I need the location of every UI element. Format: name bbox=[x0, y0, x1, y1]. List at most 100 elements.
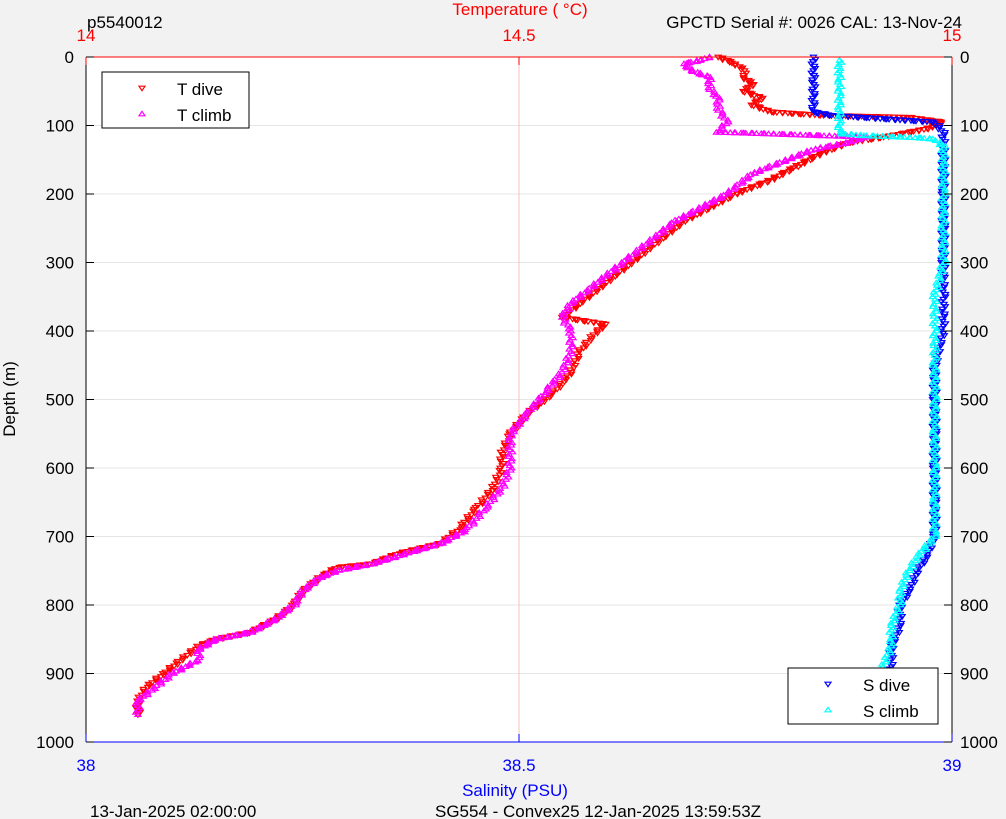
data-point bbox=[628, 246, 655, 265]
data-point bbox=[495, 451, 508, 470]
footer-left-text: 13-Jan-2025 02:00:00 bbox=[90, 802, 256, 819]
data-point bbox=[905, 553, 923, 572]
data-point bbox=[577, 287, 602, 306]
data-point bbox=[886, 601, 905, 626]
data-point bbox=[522, 388, 550, 414]
data-point bbox=[833, 94, 846, 112]
temperature-tick-label: 14 bbox=[77, 26, 96, 45]
y-tick-label-left: 600 bbox=[46, 459, 74, 478]
data-point bbox=[859, 131, 920, 141]
data-point bbox=[786, 145, 820, 162]
data-point bbox=[557, 313, 575, 332]
salinity-tick-label: 38.5 bbox=[502, 756, 535, 775]
data-point bbox=[508, 409, 532, 435]
data-point bbox=[168, 656, 203, 675]
data-point bbox=[655, 217, 681, 236]
y-tick-label-left: 100 bbox=[46, 117, 74, 136]
data-point bbox=[471, 486, 499, 512]
data-point bbox=[679, 60, 697, 72]
data-point bbox=[133, 710, 143, 717]
data-point bbox=[914, 532, 941, 558]
data-point bbox=[682, 56, 705, 66]
label-layer: p5540012 GPCTD Serial #: 0026 CAL: 13-No… bbox=[0, 0, 962, 819]
data-point bbox=[730, 61, 747, 74]
data-point bbox=[893, 587, 907, 606]
legend-box bbox=[101, 71, 250, 129]
data-point bbox=[670, 203, 705, 223]
data-point bbox=[291, 587, 307, 606]
data-point bbox=[437, 525, 470, 545]
data-point bbox=[593, 321, 610, 334]
data-point bbox=[543, 368, 567, 394]
y-tick-label-right: 300 bbox=[960, 254, 988, 273]
legend-box bbox=[787, 667, 939, 725]
data-point bbox=[196, 635, 220, 651]
data-point bbox=[585, 272, 611, 291]
data-layer bbox=[131, 53, 950, 721]
data-point bbox=[558, 299, 576, 318]
data-point bbox=[807, 68, 820, 86]
data-point bbox=[836, 129, 866, 138]
data-point bbox=[928, 464, 941, 503]
legend-marker bbox=[137, 85, 147, 92]
salinity-tick-label: 38 bbox=[77, 756, 96, 775]
depth-axis-title: Depth (m) bbox=[0, 361, 19, 437]
data-point bbox=[833, 66, 846, 85]
header-right-text: GPCTD Serial #: 0026 CAL: 13-Nov-24 bbox=[666, 13, 962, 32]
data-point bbox=[928, 498, 941, 537]
data-point bbox=[192, 645, 205, 661]
legend-marker bbox=[137, 110, 147, 117]
y-tick-label-left: 400 bbox=[46, 322, 74, 341]
data-point bbox=[603, 258, 628, 278]
data-point bbox=[896, 588, 914, 607]
data-point bbox=[214, 628, 257, 642]
data-point bbox=[558, 347, 577, 373]
data-point bbox=[498, 464, 516, 489]
temperature-axis-title: Temperature ( °C) bbox=[452, 0, 587, 19]
data-point bbox=[879, 116, 937, 126]
data-point bbox=[928, 361, 941, 400]
data-point bbox=[370, 549, 409, 566]
y-tick-label-left: 0 bbox=[65, 48, 74, 67]
data-point bbox=[574, 328, 602, 354]
data-point bbox=[620, 245, 646, 264]
legend-label: T climb bbox=[177, 106, 231, 125]
data-point bbox=[937, 294, 950, 333]
footer-center-text: SG554 - Convex25 12-Jan-2025 13:59:53Z bbox=[435, 802, 761, 819]
y-tick-label-left: 500 bbox=[46, 391, 74, 410]
data-point bbox=[301, 573, 327, 593]
data-point bbox=[712, 94, 725, 109]
temperature-tick-label: 15 bbox=[943, 26, 962, 45]
grid-layer bbox=[86, 57, 952, 742]
y-tick-label-right: 800 bbox=[960, 596, 988, 615]
data-point bbox=[568, 286, 593, 305]
data-point bbox=[712, 104, 732, 123]
data-point bbox=[712, 128, 766, 137]
data-point bbox=[750, 155, 790, 175]
data-point bbox=[751, 95, 767, 108]
data-point bbox=[937, 129, 950, 148]
data-point bbox=[404, 539, 448, 556]
data-point bbox=[482, 484, 505, 510]
temperature-tick-label: 14.5 bbox=[502, 26, 535, 45]
data-point bbox=[914, 134, 935, 142]
data-point bbox=[335, 560, 379, 573]
data-point bbox=[687, 66, 713, 80]
legend-marker bbox=[823, 706, 833, 713]
data-point bbox=[704, 84, 721, 99]
data-point bbox=[742, 82, 758, 94]
data-point bbox=[739, 75, 756, 87]
data-point bbox=[791, 150, 825, 170]
y-tick-label-right: 700 bbox=[960, 528, 988, 547]
data-point bbox=[135, 683, 160, 702]
salinity-axis-title: Salinity (PSU) bbox=[462, 781, 568, 800]
y-tick-label-left: 700 bbox=[46, 528, 74, 547]
legend-marker bbox=[823, 681, 833, 688]
data-point bbox=[743, 169, 760, 182]
data-point bbox=[811, 138, 851, 152]
data-point bbox=[770, 164, 803, 183]
data-point bbox=[663, 219, 690, 238]
data-point bbox=[807, 82, 820, 100]
data-point bbox=[131, 697, 145, 715]
legend-label: S dive bbox=[863, 676, 910, 695]
